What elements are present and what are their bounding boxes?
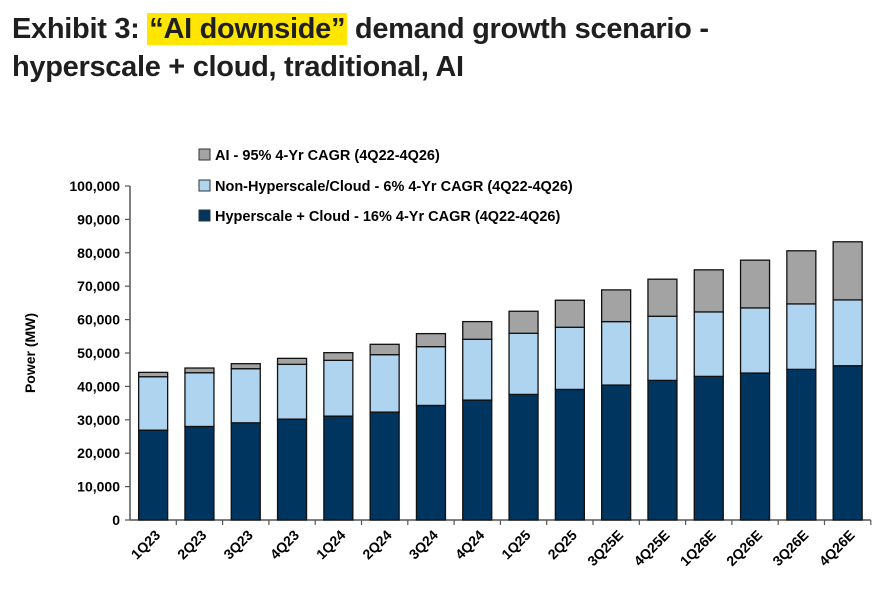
legend-swatch bbox=[198, 148, 211, 161]
x-tick-label: 2Q25 bbox=[544, 527, 580, 563]
bar-segment-non-hyperscale bbox=[276, 363, 308, 420]
title-line1-rest: demand growth scenario - bbox=[347, 13, 709, 45]
bar-segment-ai bbox=[230, 363, 261, 370]
x-tick-label: 3Q24 bbox=[406, 527, 442, 563]
legend-swatch bbox=[198, 209, 211, 222]
bar-segment-non-hyperscale bbox=[508, 332, 539, 396]
bar-segment-non-hyperscale bbox=[415, 346, 447, 407]
x-tick-label: 3Q25E bbox=[584, 527, 626, 569]
y-tick-label: 0 bbox=[112, 512, 120, 528]
y-tick-label: 60,000 bbox=[77, 312, 120, 328]
x-tick-label: 1Q24 bbox=[313, 527, 349, 563]
x-tick-label: 1Q25 bbox=[498, 527, 534, 563]
bar-segment-ai bbox=[369, 343, 400, 356]
x-tick-label: 3Q26E bbox=[769, 527, 811, 569]
bar-segment-ai bbox=[832, 241, 863, 301]
bar-segment-hyperscale bbox=[462, 399, 493, 521]
legend-label: Non-Hyperscale/Cloud - 6% 4-Yr CAGR (4Q2… bbox=[215, 179, 573, 195]
bar-segment-non-hyperscale bbox=[462, 338, 493, 401]
bar-segment-hyperscale bbox=[601, 384, 632, 521]
bar-segment-hyperscale bbox=[415, 404, 447, 521]
bar-segment-ai bbox=[601, 289, 632, 323]
bar-segment-non-hyperscale bbox=[554, 326, 585, 391]
bar-segment-hyperscale bbox=[508, 393, 539, 521]
x-tick-label: 4Q23 bbox=[267, 527, 303, 563]
legend-label: AI - 95% 4-Yr CAGR (4Q22-4Q26) bbox=[215, 148, 440, 164]
bar-segment-non-hyperscale bbox=[647, 315, 678, 382]
bar-segment-hyperscale bbox=[786, 368, 817, 521]
bar-segment-non-hyperscale bbox=[323, 359, 354, 417]
bar-segment-ai bbox=[137, 371, 169, 378]
legend-label: Hyperscale + Cloud - 16% 4-Yr CAGR (4Q22… bbox=[215, 209, 560, 225]
x-tick-label: 1Q23 bbox=[128, 527, 164, 563]
y-tick-label: 70,000 bbox=[77, 278, 120, 294]
bar-segment-ai bbox=[323, 352, 354, 361]
bar-segment-non-hyperscale bbox=[739, 307, 771, 374]
bar-segment-ai bbox=[786, 250, 817, 305]
x-tick-label: 4Q24 bbox=[452, 527, 488, 563]
bar-segment-non-hyperscale bbox=[786, 303, 817, 371]
bar-segment-ai bbox=[739, 259, 771, 309]
x-tick-label: 2Q23 bbox=[174, 527, 210, 563]
bar-segment-ai bbox=[554, 299, 585, 328]
y-tick-label: 30,000 bbox=[77, 412, 120, 428]
x-tick-label: 3Q23 bbox=[220, 527, 256, 563]
y-tick-label: 10,000 bbox=[77, 479, 120, 495]
title-line2: hyperscale + cloud, traditional, AI bbox=[12, 51, 464, 83]
bar-segment-hyperscale bbox=[137, 429, 169, 521]
bar-segment-non-hyperscale bbox=[693, 311, 724, 378]
bar-segment-ai bbox=[693, 269, 724, 313]
bar-segment-ai bbox=[462, 320, 493, 340]
bar-segment-non-hyperscale bbox=[601, 320, 632, 386]
title-prefix: Exhibit 3: bbox=[12, 13, 148, 45]
bar-segment-ai bbox=[415, 332, 447, 348]
bar-segment-ai bbox=[184, 367, 215, 374]
bar-segment-hyperscale bbox=[554, 388, 585, 521]
title-highlight: “AI downside” bbox=[147, 13, 348, 45]
bar-segment-non-hyperscale bbox=[230, 368, 261, 424]
exhibit-title: Exhibit 3: “AI downside” demand growth s… bbox=[12, 10, 709, 86]
x-tick-label: 4Q26E bbox=[816, 527, 858, 569]
bar-segment-hyperscale bbox=[323, 415, 354, 521]
x-tick-label: 2Q26E bbox=[723, 527, 765, 569]
bar-segment-non-hyperscale bbox=[137, 376, 169, 431]
y-tick-label: 50,000 bbox=[77, 345, 120, 361]
bar-segment-hyperscale bbox=[230, 422, 261, 521]
legend-swatch bbox=[198, 179, 211, 192]
x-tick-label: 4Q25E bbox=[630, 527, 672, 569]
bar-segment-ai bbox=[276, 357, 308, 366]
bar-segment-hyperscale bbox=[369, 411, 400, 521]
y-tick-label: 90,000 bbox=[77, 211, 120, 227]
bar-segment-non-hyperscale bbox=[369, 354, 400, 413]
y-tick-label: 40,000 bbox=[77, 378, 120, 394]
x-tick-label: 1Q26E bbox=[677, 527, 719, 569]
bar-segment-ai bbox=[508, 310, 539, 334]
bar-segment-hyperscale bbox=[832, 365, 863, 521]
x-tick-label: 2Q24 bbox=[359, 527, 395, 563]
bar-segment-non-hyperscale bbox=[832, 299, 863, 367]
y-tick-label: 20,000 bbox=[77, 445, 120, 461]
y-axis-label: Power (MW) bbox=[22, 313, 38, 393]
bar-segment-hyperscale bbox=[739, 372, 771, 521]
y-tick-label: 100,000 bbox=[69, 178, 120, 194]
y-tick-label: 80,000 bbox=[77, 245, 120, 261]
bar-segment-non-hyperscale bbox=[184, 372, 215, 428]
bar-segment-ai bbox=[647, 278, 678, 317]
bar-segment-hyperscale bbox=[184, 425, 215, 521]
bar-segment-hyperscale bbox=[276, 418, 308, 521]
bar-segment-hyperscale bbox=[647, 379, 678, 521]
bar-segment-hyperscale bbox=[693, 375, 724, 521]
